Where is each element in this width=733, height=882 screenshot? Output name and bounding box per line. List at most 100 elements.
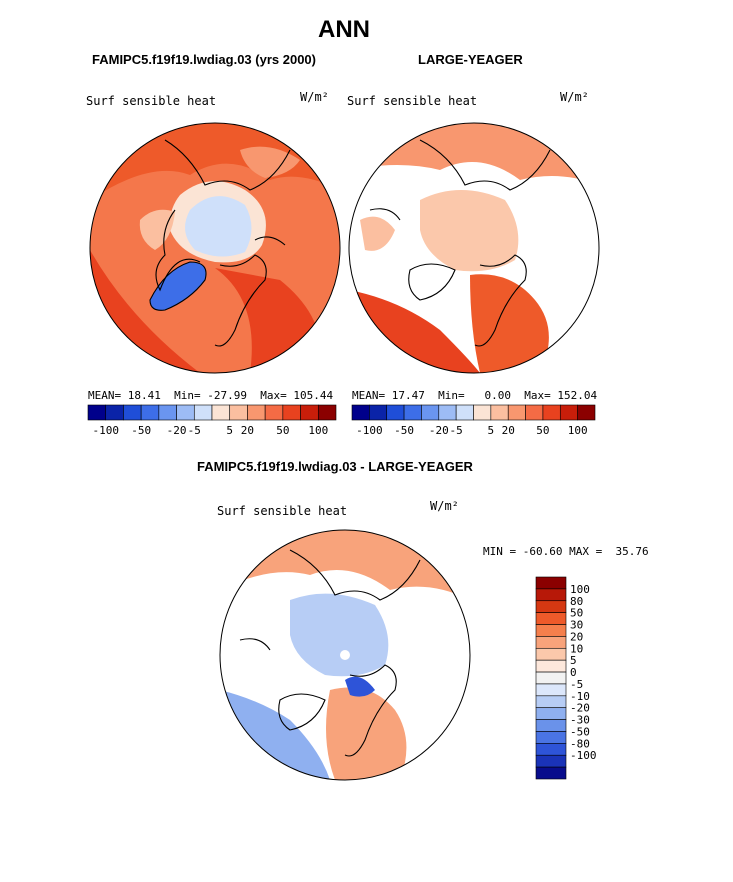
left-colorbar-swatch [282, 404, 301, 421]
left-colorbar-swatch [317, 404, 337, 421]
right-colorbar-tick-label: 50 [536, 424, 549, 437]
right-mean-label: MEAN= [352, 389, 386, 402]
diff-colorbar-tick-label: 0 [570, 666, 577, 679]
diff-colorbar-tick-label: 5 [570, 654, 577, 667]
right-colorbar-tick-label: 5 [488, 424, 495, 437]
diff-colorbar-tick-label: 100 [570, 583, 590, 596]
right-colorbar: -100 -50 -20 -5 5 20 50 100 [351, 404, 596, 437]
diff-colorbar-swatch [535, 588, 567, 602]
right-map-border [348, 122, 600, 374]
right-map [348, 122, 600, 374]
right-colorbar-swatch [421, 404, 440, 421]
diff-colorbar-swatch [535, 683, 567, 697]
diff-units-label: W/m² [430, 499, 459, 513]
left-field-archipelago [139, 209, 175, 250]
left-var-label: Surf sensible heat [86, 94, 217, 108]
right-colorbar-swatch [559, 404, 578, 421]
diff-colorbar-tick-label: 20 [570, 630, 583, 643]
left-colorbar-tick-label: -100 [92, 424, 119, 437]
diff-colorbar-swatch [535, 731, 567, 744]
right-colorbar-swatch [473, 404, 492, 421]
diff-colorbar-tick-label: -50 [570, 725, 590, 738]
left-mean-label: MEAN= [88, 389, 122, 402]
diff-colorbar-swatch [535, 647, 567, 661]
diff-map-header: FAMIPC5.f19f19.lwdiag.03 - LARGE-YEAGER [197, 459, 473, 474]
left-field-siberia [240, 146, 300, 178]
page-title: ANN [318, 16, 370, 43]
diff-colorbar-tick-label: -30 [570, 714, 590, 727]
left-colorbar-swatch [229, 404, 248, 421]
diff-colorbar-swatch [535, 671, 567, 685]
right-colorbar-tick-label: -50 [394, 424, 414, 437]
diff-colorbar-tick-label: 30 [570, 619, 583, 632]
right-colorbar-swatch [369, 404, 388, 421]
left-units-label: W/m² [300, 90, 329, 104]
right-field-nordic-seas [470, 274, 549, 373]
diff-field-north-warm [220, 530, 470, 600]
diff-colorbar-swatch [535, 612, 567, 625]
diff-colorbar-swatch [535, 707, 567, 720]
left-map-border [89, 122, 341, 374]
right-colorbar-swatch [351, 404, 370, 421]
diff-colorbar-tick-label: -10 [570, 690, 590, 703]
left-colorbar-swatch [176, 404, 195, 421]
right-min-value: 0.00 [484, 389, 512, 402]
diff-var-label: Surf sensible heat [217, 504, 348, 518]
diff-field-atlantic-warm [326, 687, 407, 780]
diff-map [219, 529, 471, 781]
diff-colorbar-tick-label: 10 [570, 642, 583, 655]
left-colorbar-tick-label: 5 [226, 424, 233, 437]
left-colorbar-swatch [264, 404, 284, 421]
left-colorbar-swatch [123, 404, 142, 421]
right-coastlines [369, 139, 551, 347]
right-field-arctic [420, 190, 519, 272]
diff-colorbar-swatch [535, 624, 567, 637]
right-colorbar-swatch [525, 404, 544, 421]
diff-colorbar-swatch [535, 754, 567, 768]
right-colorbar-swatch [386, 404, 405, 421]
left-colorbar-tick-label: -5 [188, 424, 201, 437]
diff-colorbar-swatch [535, 659, 567, 673]
diff-colorbar-tick-label: -5 [570, 678, 583, 691]
left-colorbar: -100 -50 -20 -5 5 20 50 100 [87, 404, 337, 437]
left-max-label: Max= [260, 389, 287, 402]
right-colorbar-swatch [542, 404, 561, 421]
diff-colorbar-swatch [535, 636, 567, 649]
left-colorbar-tick-label: 20 [241, 424, 254, 437]
left-colorbar-tick-label: -20 [167, 424, 187, 437]
right-colorbar-tick-label: 20 [502, 424, 515, 437]
right-min-label: Min= [438, 389, 465, 402]
left-colorbar-swatch [193, 404, 213, 421]
right-colorbar-tick-label: -20 [429, 424, 449, 437]
left-map [89, 122, 341, 374]
diff-colorbar-swatch [535, 600, 567, 613]
right-colorbar-swatch [490, 404, 509, 421]
right-colorbar-swatch [438, 404, 457, 421]
diff-map-border [219, 529, 471, 781]
diff-colorbar-swatch [535, 743, 567, 756]
right-colorbar-swatch [403, 404, 422, 421]
diff-minmax: MIN = -60.60 MAX = 35.76 [483, 545, 649, 558]
diff-colorbar-tick-label: 50 [570, 607, 583, 620]
right-var-label: Surf sensible heat [347, 94, 478, 108]
right-field-greenland-mask [408, 264, 455, 300]
left-colorbar-swatch [87, 404, 107, 421]
left-field-arctic-ice [185, 196, 252, 257]
diff-pole-marker [340, 650, 350, 660]
left-max-value: 105.44 [293, 389, 334, 402]
left-colorbar-swatch [158, 404, 177, 421]
left-stats: MEAN= 18.41 Min= -27.99 Max= 105.44 [88, 389, 333, 402]
right-field-bays [360, 216, 395, 251]
right-colorbar-tick-label: -5 [450, 424, 463, 437]
right-stats: MEAN= 17.47 Min= 0.00 Max= 152.04 [352, 389, 597, 402]
left-colorbar-swatch [247, 404, 266, 421]
left-colorbar-tick-label: 100 [308, 424, 328, 437]
left-field-high-north [90, 123, 340, 200]
diff-colorbar-swatch [535, 695, 567, 709]
right-mean-value: 17.47 [391, 389, 425, 402]
left-min-label: Min= [174, 389, 201, 402]
right-colorbar-swatch [577, 404, 596, 421]
right-max-label: Max= [524, 389, 551, 402]
